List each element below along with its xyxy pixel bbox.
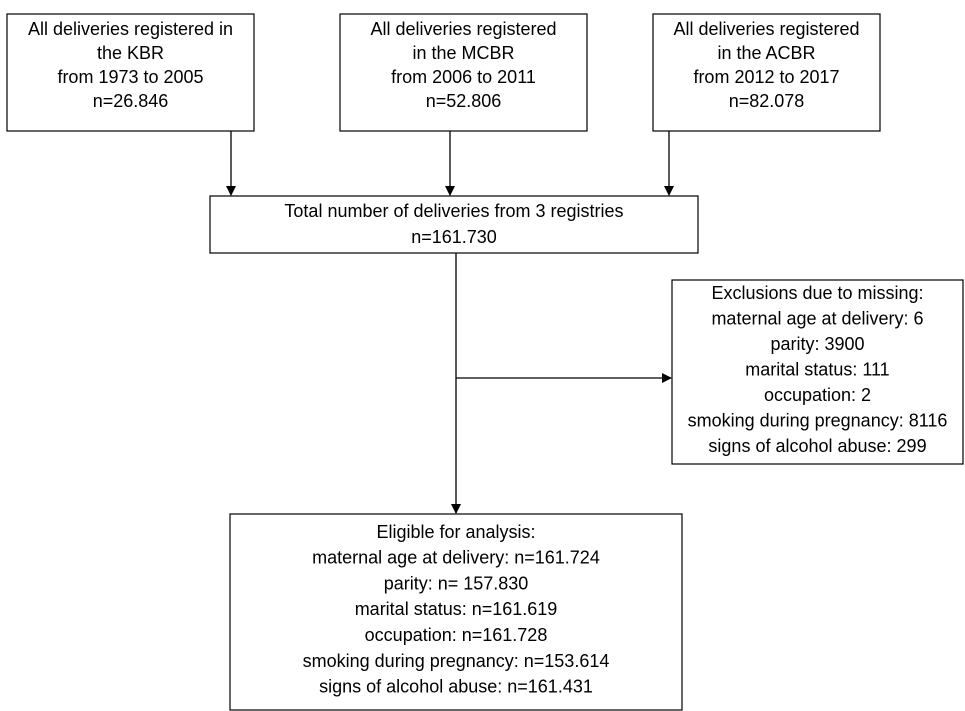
node-text: maternal age at delivery: 6 <box>711 308 923 328</box>
node-text: the KBR <box>97 43 164 63</box>
node-text: in the MCBR <box>412 43 514 63</box>
node-box <box>671 279 964 465</box>
node-text: n=82.078 <box>729 91 805 111</box>
node-text: signs of alcohol abuse: n=161.431 <box>319 677 593 697</box>
node-text: Eligible for analysis: <box>376 522 535 542</box>
node-text: parity: n= 157.830 <box>384 573 529 593</box>
node-text: occupation: n=161.728 <box>365 625 548 645</box>
node-text: All deliveries registered <box>673 19 859 39</box>
node-text: from 1973 to 2005 <box>57 67 203 87</box>
node-text: signs of alcohol abuse: 299 <box>708 436 926 456</box>
node-box <box>209 195 699 254</box>
node-text: parity: 3900 <box>770 334 864 354</box>
node-box <box>6 13 255 132</box>
node-text: marital status: 111 <box>745 359 889 379</box>
node-text: Exclusions due to missing: <box>711 283 923 303</box>
node-box <box>652 13 881 132</box>
node-text: maternal age at delivery: n=161.724 <box>312 548 600 568</box>
node-text: n=52.806 <box>426 91 502 111</box>
node-text: smoking during pregnancy: 8116 <box>688 410 948 430</box>
node-text: from 2006 to 2011 <box>391 67 536 87</box>
node-text: in the ACBR <box>717 43 815 63</box>
node-box <box>229 513 683 711</box>
node-text: occupation: 2 <box>764 385 871 405</box>
connectors <box>226 131 674 514</box>
node-text: marital status: n=161.619 <box>355 599 558 619</box>
node-text: All deliveries registered <box>370 19 556 39</box>
node-text: Total number of deliveries from 3 regist… <box>284 201 623 221</box>
node-box <box>339 13 588 132</box>
node-text: n=26.846 <box>93 91 169 111</box>
node-text: from 2012 to 2017 <box>693 67 839 87</box>
node-text: All deliveries registered in <box>28 19 233 39</box>
node-text: smoking during pregnancy: n=153.614 <box>303 651 610 671</box>
node-text: n=161.730 <box>411 227 497 247</box>
